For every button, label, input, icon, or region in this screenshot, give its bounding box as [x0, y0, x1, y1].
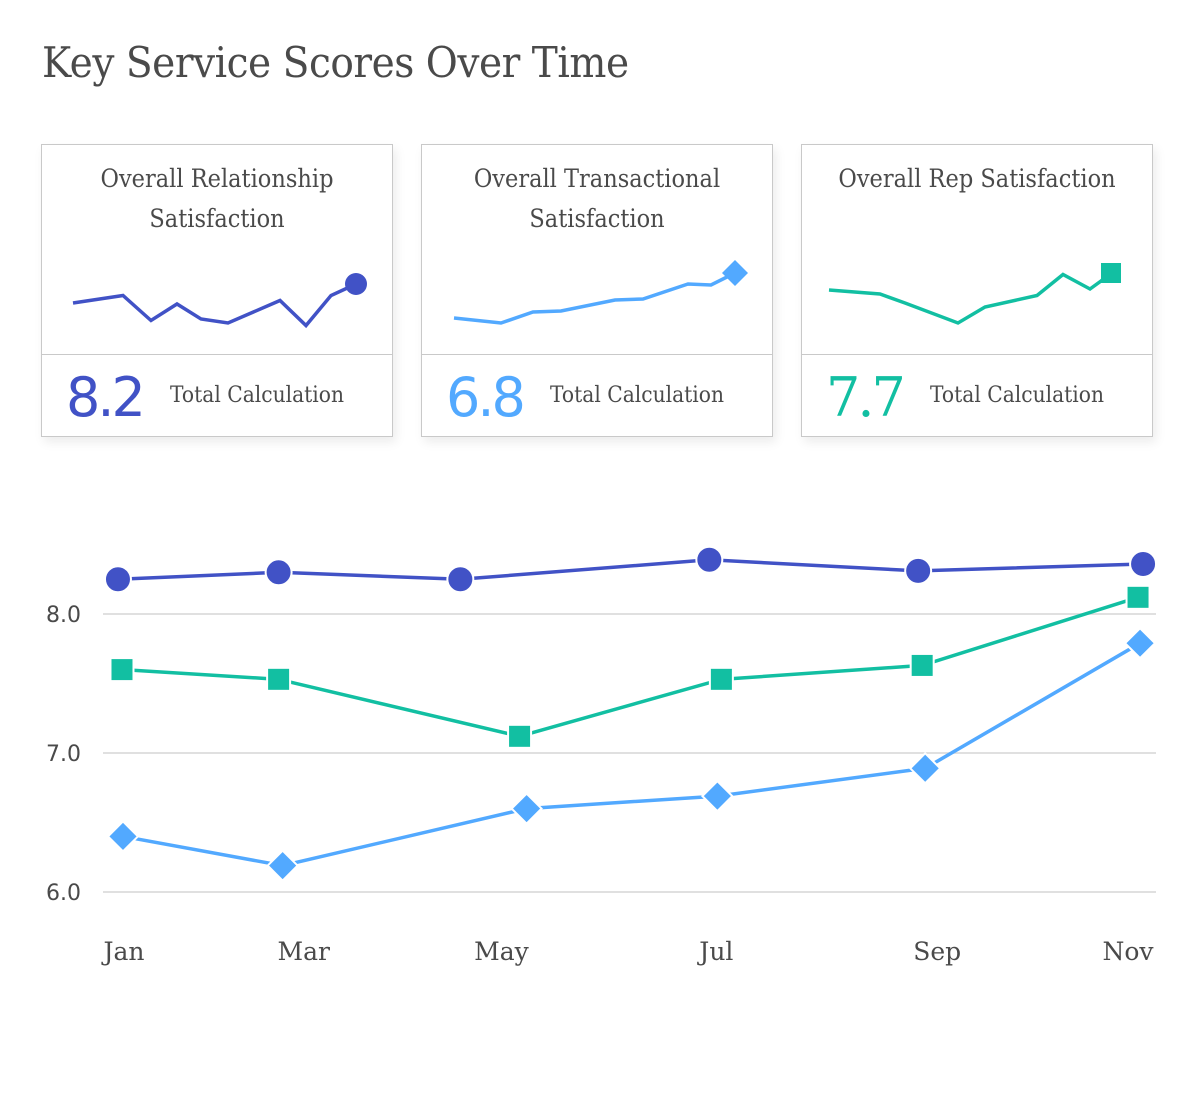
card-title: Overall Transactional Satisfaction — [440, 159, 755, 239]
data-point-circle — [446, 565, 475, 594]
kpi-card-rep: Overall Rep Satisfaction 7.7 Total Calcu… — [801, 144, 1153, 437]
card-divider — [802, 354, 1152, 355]
kpi-card-transactional: Overall Transactional Satisfaction 6.8 T… — [421, 144, 773, 437]
series-circle — [103, 545, 1158, 594]
data-point-square — [266, 666, 292, 692]
x-tick-label: Jul — [696, 937, 733, 966]
data-point-diamond — [510, 792, 543, 825]
x-tick-label: Mar — [277, 937, 330, 966]
data-point-square — [1125, 584, 1151, 610]
y-tick-label: 6.0 — [46, 881, 81, 906]
x-tick-label: Jan — [100, 937, 144, 966]
data-point-diamond — [266, 849, 299, 882]
card-value: 7.7 — [826, 366, 906, 429]
data-point-circle — [695, 545, 724, 574]
sparkline-path — [828, 271, 1113, 325]
data-point-diamond — [1123, 626, 1157, 660]
card-label: Total Calculation — [930, 383, 1104, 408]
card-divider — [422, 354, 772, 355]
x-tick-label: Sep — [913, 937, 961, 966]
card-title-line1: Overall Relationship — [100, 164, 334, 193]
data-point-circle — [264, 558, 293, 587]
y-tick-label: 8.0 — [46, 603, 81, 628]
series-line — [122, 641, 1141, 868]
kpi-card-relationship: Overall Relationship Satisfaction 8.2 To… — [41, 144, 393, 437]
data-point-square — [708, 666, 734, 692]
sparkline-path — [72, 282, 357, 329]
sparkline-end-marker — [722, 260, 748, 286]
page-title: Key Service Scores Over Time — [42, 38, 629, 87]
sparkline-rep — [828, 263, 1121, 325]
data-point-square — [109, 657, 135, 683]
series-line — [117, 558, 1144, 582]
data-point-circle — [904, 556, 933, 585]
data-point-diamond — [700, 779, 734, 813]
data-point-diamond — [106, 820, 140, 853]
card-value: 6.8 — [446, 366, 526, 429]
card-title-line1: Overall Rep Satisfaction — [838, 164, 1116, 193]
x-tick-label: May — [474, 937, 530, 966]
sparkline-end-marker — [345, 273, 367, 295]
card-label: Total Calculation — [550, 383, 724, 408]
x-tick-label: Nov — [1102, 937, 1154, 966]
card-title: Overall Rep Satisfaction — [820, 159, 1135, 199]
card-divider — [42, 354, 392, 355]
card-title-line2: Satisfaction — [149, 204, 285, 233]
sparkline-path — [453, 271, 736, 325]
data-point-square — [507, 723, 533, 749]
card-title-line1: Overall Transactional — [473, 164, 721, 193]
card-label: Total Calculation — [170, 383, 344, 408]
main-line-chart: 6.0 7.0 8.0 Jan Mar May Jul Sep Nov — [46, 545, 1158, 966]
data-point-square — [909, 652, 935, 678]
sparkline-end-marker — [1101, 263, 1121, 283]
series-square — [109, 584, 1151, 749]
sparkline-relationship — [72, 273, 367, 329]
sparkline-transactional — [453, 260, 748, 325]
data-point-diamond — [908, 751, 942, 785]
series-line — [121, 595, 1139, 739]
card-title: Overall Relationship Satisfaction — [60, 159, 375, 239]
data-point-circle — [103, 565, 132, 594]
y-tick-label: 7.0 — [46, 742, 81, 767]
data-point-circle — [1129, 549, 1158, 578]
card-title-line2: Satisfaction — [529, 204, 665, 233]
series-diamond — [106, 626, 1157, 882]
card-value: 8.2 — [66, 366, 146, 429]
